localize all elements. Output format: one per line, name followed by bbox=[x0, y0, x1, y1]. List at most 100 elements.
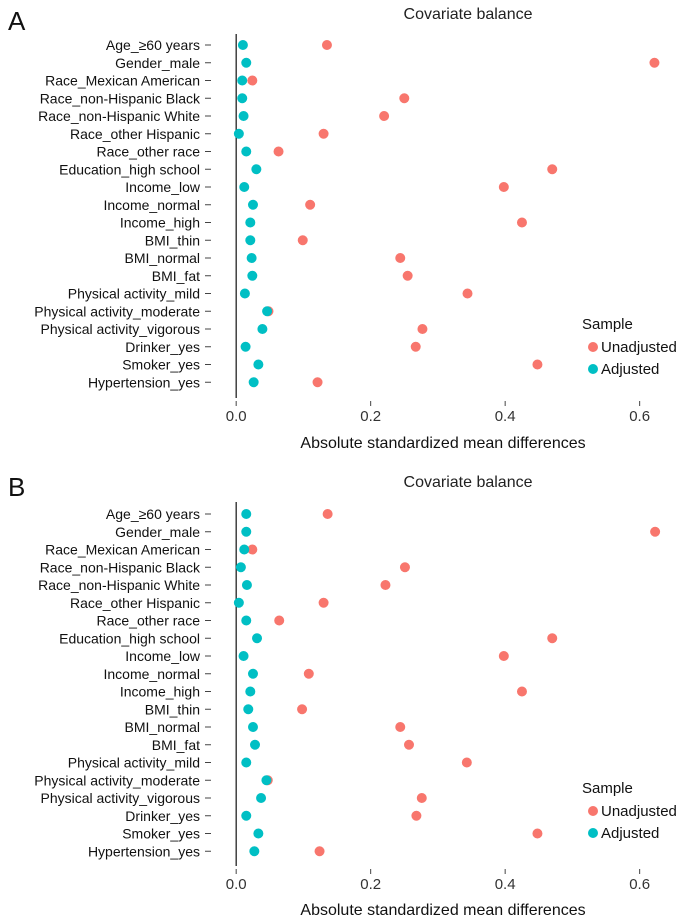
y-tick-label: BMI_normal bbox=[125, 250, 200, 266]
y-tick-label: Race_other Hispanic bbox=[70, 126, 200, 142]
point-unadjusted bbox=[399, 93, 410, 104]
point-unadjusted bbox=[650, 526, 661, 537]
point-unadjusted bbox=[462, 288, 473, 299]
legend-marker-unadjusted bbox=[588, 806, 598, 816]
panel-letter: B bbox=[8, 472, 25, 502]
point-unadjusted bbox=[410, 341, 421, 352]
legend-label: Unadjusted bbox=[601, 803, 677, 820]
point-adjusted bbox=[239, 182, 250, 192]
point-adjusted bbox=[262, 306, 273, 317]
point-unadjusted bbox=[247, 544, 258, 555]
point-adjusted bbox=[238, 651, 249, 661]
y-tick-label: Race_Mexican American bbox=[45, 73, 200, 89]
chart-title: Covariate balance bbox=[404, 474, 533, 491]
point-unadjusted bbox=[380, 580, 391, 590]
legend: Sample Unadjusted Adjusted bbox=[582, 780, 677, 842]
point-adjusted bbox=[241, 580, 252, 590]
point-adjusted bbox=[239, 288, 250, 299]
y-tick-label: Age_≥60 years bbox=[106, 506, 200, 522]
x-axis-label: Absolute standardized mean differences bbox=[300, 902, 585, 919]
legend-label: Adjusted bbox=[601, 825, 659, 842]
chart-title: Covariate balance bbox=[404, 6, 533, 23]
y-tick-label: BMI_fat bbox=[152, 737, 200, 753]
point-unadjusted bbox=[649, 57, 660, 68]
panel-letter: A bbox=[8, 6, 26, 36]
point-adjusted bbox=[241, 810, 252, 821]
x-tick-label: 0.4 bbox=[495, 876, 516, 893]
point-adjusted bbox=[261, 775, 272, 786]
point-adjusted bbox=[241, 526, 252, 537]
x-tick-label: 0.6 bbox=[629, 408, 650, 425]
point-adjusted bbox=[251, 164, 262, 175]
point-unadjusted bbox=[498, 651, 509, 661]
point-unadjusted bbox=[318, 597, 329, 608]
point-unadjusted bbox=[318, 128, 329, 139]
point-adjusted bbox=[241, 57, 252, 68]
point-adjusted bbox=[249, 846, 260, 857]
point-unadjusted bbox=[274, 615, 285, 626]
y-tick-label: Drinker_yes bbox=[125, 339, 200, 355]
point-unadjusted bbox=[395, 722, 406, 732]
legend-marker-unadjusted bbox=[588, 342, 598, 352]
y-tick-label: Physical activity_moderate bbox=[34, 303, 200, 319]
point-unadjusted bbox=[321, 40, 332, 50]
y-tick-label: Income_normal bbox=[104, 666, 201, 682]
y-tick-label: Income_normal bbox=[104, 197, 201, 213]
y-tick-label: Race_non-Hispanic White bbox=[38, 577, 200, 593]
point-unadjusted bbox=[532, 828, 543, 839]
point-adjusted bbox=[241, 615, 252, 626]
y-tick-label: Race_Mexican American bbox=[45, 542, 200, 558]
y-tick-label: Physical activity_moderate bbox=[34, 772, 200, 788]
point-unadjusted bbox=[379, 111, 390, 121]
point-unadjusted bbox=[273, 146, 284, 157]
point-unadjusted bbox=[312, 377, 323, 388]
point-unadjusted bbox=[402, 270, 413, 281]
point-unadjusted bbox=[416, 793, 427, 803]
point-unadjusted bbox=[461, 757, 472, 768]
y-tick-label: Race_other race bbox=[96, 613, 200, 629]
y-tick-label: Hypertension_yes bbox=[88, 374, 200, 390]
y-tick-label: Race_non-Hispanic Black bbox=[40, 90, 201, 106]
y-tick-label: Income_low bbox=[125, 179, 201, 195]
point-adjusted bbox=[253, 828, 264, 839]
x-tick-label: 0.0 bbox=[226, 876, 247, 893]
panel-a: A Covariate balance Age_≥60 years Gender_ma… bbox=[8, 6, 677, 452]
legend-title: Sample bbox=[582, 780, 633, 797]
point-adjusted bbox=[243, 704, 254, 715]
y-tick-label: BMI_thin bbox=[145, 232, 200, 248]
y-tick-label: Smoker_yes bbox=[122, 826, 200, 842]
y-tick-label: Gender_male bbox=[115, 55, 200, 71]
point-adjusted bbox=[257, 324, 268, 334]
point-unadjusted bbox=[411, 810, 422, 821]
y-tick-label: Hypertension_yes bbox=[88, 843, 200, 859]
x-tick-label: 0.4 bbox=[495, 408, 516, 425]
point-adjusted bbox=[237, 40, 248, 50]
legend-label: Adjusted bbox=[601, 361, 659, 378]
y-tick-label: Physical activity_vigorous bbox=[40, 321, 200, 337]
y-tick-label: Race_non-Hispanic White bbox=[38, 108, 200, 124]
point-adjusted bbox=[245, 235, 256, 246]
legend-marker-adjusted bbox=[588, 828, 598, 838]
point-adjusted bbox=[237, 75, 248, 86]
point-unadjusted bbox=[303, 668, 314, 679]
panel-b: B Covariate balance Age_≥60 years Gender_ma… bbox=[8, 472, 677, 919]
point-adjusted bbox=[245, 217, 256, 228]
x-axis-label: Absolute standardized mean differences bbox=[300, 435, 585, 452]
point-unadjusted bbox=[314, 846, 325, 857]
legend-label: Unadjusted bbox=[601, 339, 677, 356]
y-tick-label: Drinker_yes bbox=[125, 808, 200, 824]
point-adjusted bbox=[253, 359, 264, 370]
point-adjusted bbox=[241, 146, 252, 157]
y-tick-label: BMI_fat bbox=[152, 268, 200, 284]
point-unadjusted bbox=[305, 199, 316, 210]
x-tick-label: 0.6 bbox=[629, 876, 650, 893]
y-tick-label: BMI_thin bbox=[145, 701, 200, 717]
point-unadjusted bbox=[516, 686, 527, 697]
point-adjusted bbox=[247, 722, 258, 732]
y-tick-label: Income_low bbox=[125, 648, 201, 664]
point-adjusted bbox=[252, 633, 263, 644]
x-tick-label: 0.2 bbox=[360, 408, 381, 425]
point-unadjusted bbox=[498, 182, 509, 192]
x-tick-label: 0.2 bbox=[360, 876, 381, 893]
point-adjusted bbox=[256, 793, 267, 803]
